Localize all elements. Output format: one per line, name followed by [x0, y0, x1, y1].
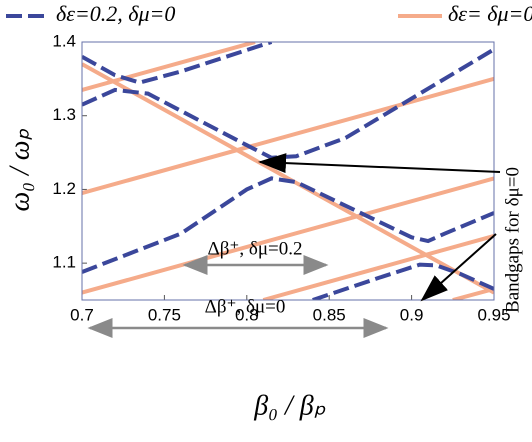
x-tick-label: 0.95 — [477, 305, 510, 324]
legend-label: δε= δμ=0.2 — [448, 1, 532, 26]
series-line — [82, 42, 494, 300]
x-tick-label: 0.75 — [148, 305, 181, 324]
annotation: Bandgaps for δμ=0 — [502, 167, 523, 313]
series-line — [82, 42, 494, 300]
annotation: Δβ⁺, δμ=0.2 — [207, 238, 302, 259]
pointer-arrow — [420, 233, 497, 302]
x-tick-label: 0.85 — [313, 305, 346, 324]
y-tick-label: 1.4 — [52, 31, 76, 50]
y-tick-label: 1.3 — [52, 105, 76, 124]
x-tick-label: 0.7 — [70, 305, 94, 324]
y-tick-label: 1.2 — [52, 179, 76, 198]
annotation: Δβ⁺, δμ=0 — [205, 296, 286, 317]
x-axis-label: β₀ / βₚ — [253, 390, 325, 421]
x-tick-label: 0.9 — [400, 305, 424, 324]
y-tick-label: 1.1 — [52, 253, 76, 272]
pointer-arrow — [258, 153, 501, 174]
y-axis-label: ω₀ / ωₚ — [4, 128, 35, 211]
legend-label: δε=0.2, δμ=0 — [56, 1, 175, 26]
